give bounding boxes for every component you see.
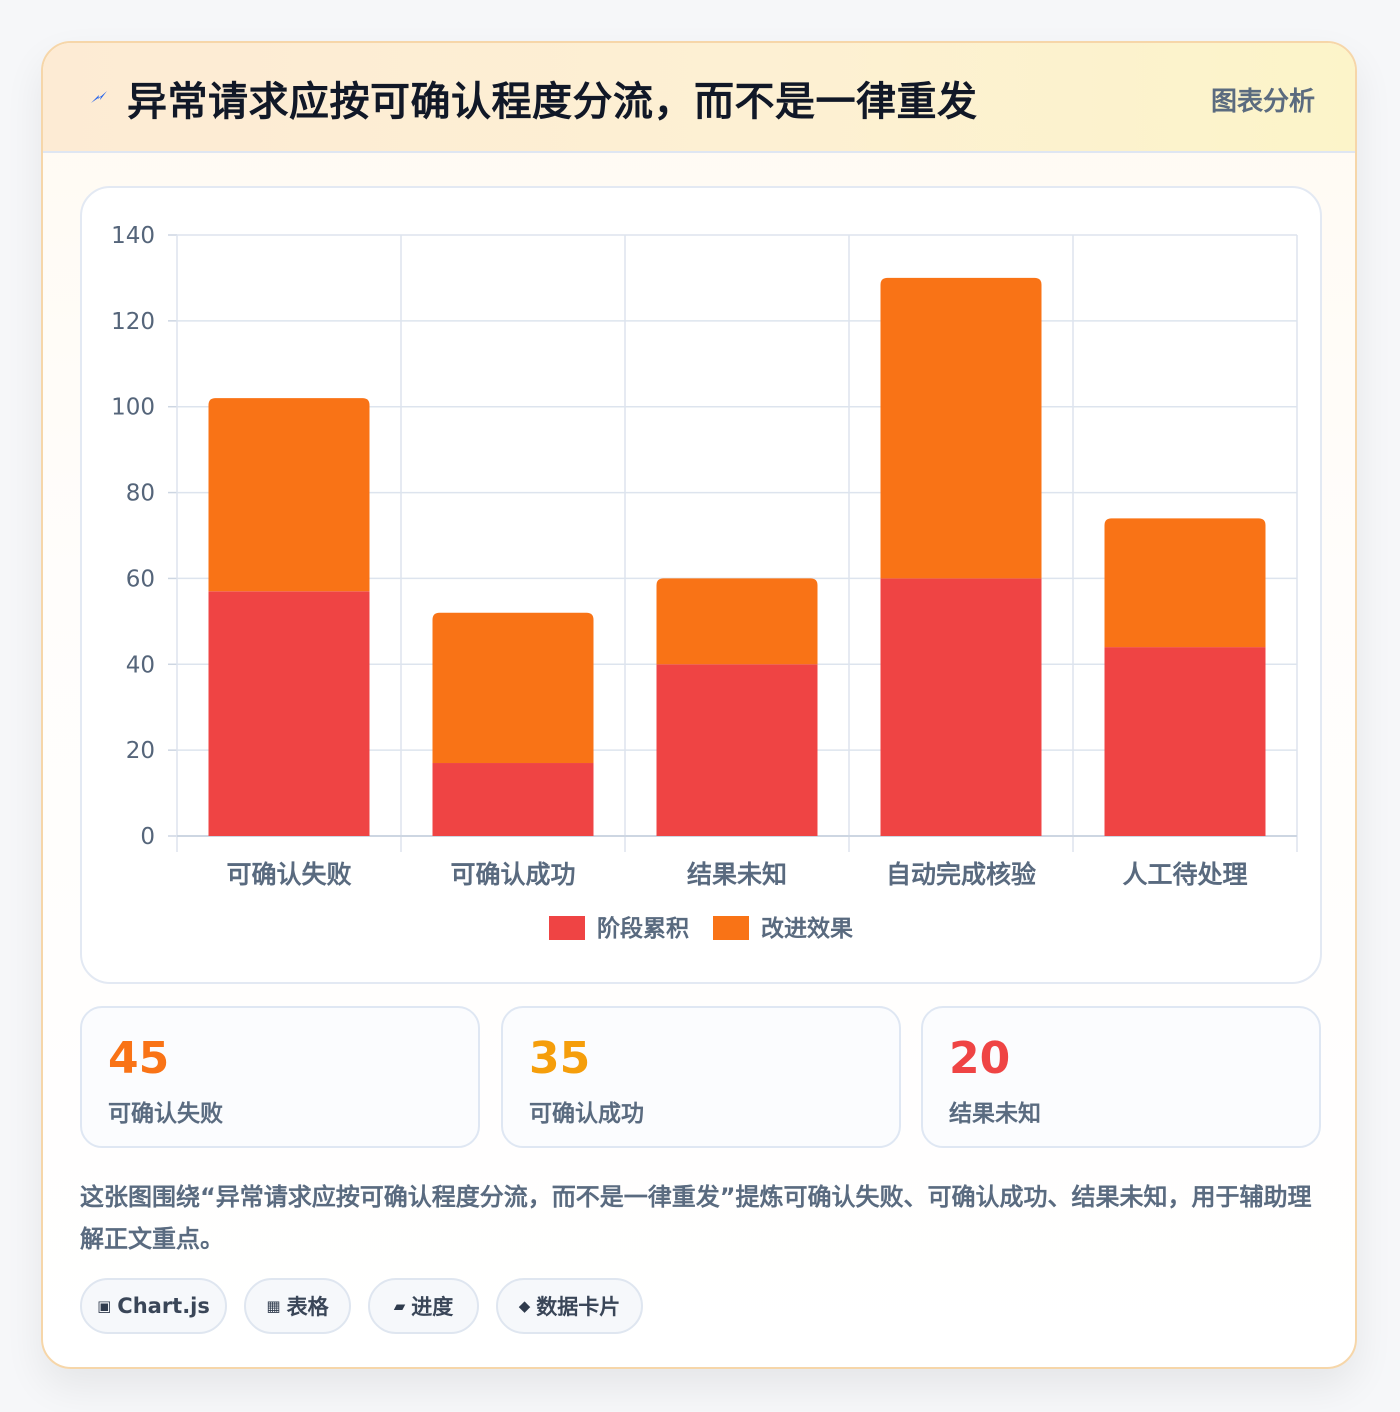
chart-analysis-tag: 图表分析 [1210,87,1315,117]
chip-label: 数据卡片 [536,1295,621,1319]
stat-value: 20 [949,1033,1011,1084]
chip-label: 进度 [411,1295,454,1319]
y-tick-label: 80 [126,481,155,507]
legend-label: 阶段累积 [597,915,689,942]
chart-panel: 0 20 40 60 80 100 120 140 可确认失败 可确认成功 结果未知 自动完成核验 人工… [80,186,1322,984]
y-tick-label: 20 [126,738,155,764]
card-header: 异常请求应按可确认程度分流，而不是一律重发 图表分析 [43,43,1355,153]
stacked-bar-chart: 0 20 40 60 80 100 120 140 可确认失败 可确认成功 结果未知 自动完成核验 人工… [111,223,1298,942]
lightning-icon [91,91,107,103]
y-tick-label: 40 [126,652,155,678]
bar-segment [1104,647,1266,836]
stat-value: 45 [108,1033,170,1084]
x-tick-label: 自动完成核验 [886,860,1036,889]
legend-swatch [713,916,749,940]
bar-segment [208,398,370,592]
stat-label: 结果未知 [949,1101,1041,1127]
card-icon: ◆ [518,1297,531,1315]
chip-chartjs[interactable]: ▣ Chart.js [80,1278,227,1334]
bar-segment [656,578,818,665]
stat-value: 35 [529,1033,591,1084]
page-title: 异常请求应按可确认程度分流，而不是一律重发 [127,79,978,125]
x-tick-label: 结果未知 [687,860,787,889]
x-tick-label: 可确认成功 [450,860,575,889]
progress-icon: ▰ [393,1297,406,1315]
bar-segment [880,277,1042,579]
stat-card-2: 20 结果未知 [921,1006,1321,1148]
chip-label: Chart.js [117,1294,210,1318]
chip-progress[interactable]: ▰ 进度 [368,1278,479,1334]
chart-description: 这张图围绕“异常请求应按可确认程度分流，而不是一律重发”提炼可确认失败、可确认成… [80,1183,1312,1253]
legend-swatch [549,916,585,940]
chip-label: 表格 [286,1295,329,1319]
chart-icon: ▣ [97,1297,112,1315]
chip-table[interactable]: ▦ 表格 [244,1278,351,1334]
y-tick-label: 100 [111,395,155,421]
bar-segment [432,612,594,764]
bar-segment [208,591,370,836]
chart-card: 异常请求应按可确认程度分流，而不是一律重发 图表分析 0 20 40 60 80 100 1… [41,41,1357,1369]
bar-segment [432,763,594,836]
stat-card-0: 45 可确认失败 [80,1006,480,1148]
bar-segment [1104,518,1266,648]
bar-segment [656,664,818,836]
chip-data-card[interactable]: ◆ 数据卡片 [496,1278,643,1334]
bar-segment [880,578,1042,836]
stat-label: 可确认失败 [108,1101,223,1127]
table-icon: ▦ [266,1297,281,1315]
legend-label: 改进效果 [761,915,853,942]
y-tick-label: 60 [126,566,155,592]
y-tick-label: 120 [111,309,155,335]
x-tick-label: 可确认失败 [226,860,351,889]
y-tick-label: 140 [111,223,155,249]
x-tick-label: 人工待处理 [1122,860,1247,889]
stat-card-1: 35 可确认成功 [501,1006,901,1148]
y-tick-label: 0 [140,824,155,850]
stat-label: 可确认成功 [529,1101,644,1127]
